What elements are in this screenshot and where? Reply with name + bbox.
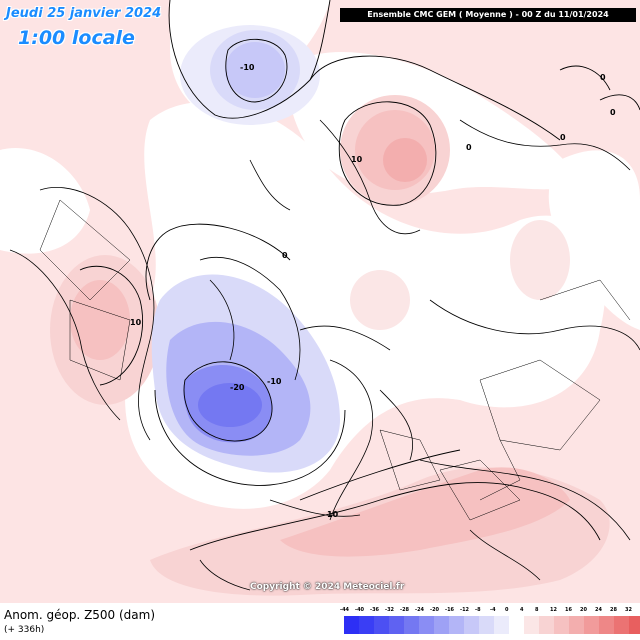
contour-label: -10 — [240, 63, 255, 72]
color-scale-swatch: -40 — [355, 607, 374, 634]
contour-label: -20 — [230, 383, 245, 392]
color-scale-swatch: 8 — [535, 607, 554, 634]
contour-label: 0 — [560, 133, 566, 142]
borders — [39, 199, 631, 521]
color-scale-tick: -20 — [430, 607, 440, 613]
color-scale-swatch: -36 — [370, 607, 389, 634]
contour-label: -10 — [267, 377, 282, 386]
color-scale-swatch: 28 — [610, 607, 629, 634]
contour-label-group: -10 10 0 0 0 -20 -10 10 10 0 0 — [130, 63, 616, 519]
color-scale-tick: -36 — [370, 607, 380, 613]
parameter-label: Anom. géop. Z500 (dam) — [4, 608, 156, 622]
color-scale-tick: -32 — [385, 607, 395, 613]
contour-label: 0 — [282, 251, 288, 260]
color-scale-swatch: -20 — [430, 607, 449, 634]
color-scale-swatch: -28 — [400, 607, 419, 634]
color-scale-swatch: 20 — [580, 607, 599, 634]
contour-label: 0 — [600, 73, 606, 82]
contour-label: 0 — [610, 108, 616, 117]
color-scale-swatch: 32 — [625, 607, 640, 634]
color-scale-tick: 8 — [535, 607, 539, 613]
color-scale-swatch: 24 — [595, 607, 614, 634]
color-scale-tick: 4 — [520, 607, 524, 613]
model-run-banner: Ensemble CMC GEM ( Moyenne ) - 00 Z du 1… — [340, 8, 636, 22]
contour-lines — [79, 0, 640, 551]
color-scale-swatch: -4 — [490, 607, 509, 634]
color-scale-tick: -4 — [490, 607, 496, 613]
color-scale-swatch: -12 — [460, 607, 479, 634]
color-scale: -44 -40 -36 -32 -28 -24 -20 -16 -12 -8 -4 0 4 8 12 16 20… — [340, 607, 640, 634]
color-scale-tick: 24 — [595, 607, 602, 613]
color-scale-tick: 16 — [565, 607, 572, 613]
color-scale-tick: 0 — [505, 607, 509, 613]
copyright-text: Copyright © 2024 Meteociel.fr — [250, 582, 405, 592]
color-scale-tick: 12 — [550, 607, 557, 613]
color-scale-tick: -40 — [355, 607, 365, 613]
color-scale-swatch: -8 — [475, 607, 494, 634]
color-scale-tick: -28 — [400, 607, 410, 613]
color-scale-tick: -24 — [415, 607, 425, 613]
contour-label: 10 — [130, 318, 142, 327]
color-scale-swatch: 0 — [505, 607, 524, 634]
color-scale-swatch: -44 — [340, 607, 359, 634]
color-scale-swatch: 12 — [550, 607, 569, 634]
color-scale-tick: 20 — [580, 607, 587, 613]
color-scale-tick: -16 — [445, 607, 455, 613]
legend-panel: Anom. géop. Z500 (dam) (+ 336h) -44 -40 -3… — [0, 603, 640, 640]
color-scale-swatch: -16 — [445, 607, 464, 634]
color-scale-tick: -44 — [340, 607, 350, 613]
forecast-time: 1:00 locale — [18, 27, 135, 49]
color-scale-swatch: 16 — [565, 607, 584, 634]
color-scale-swatch: -24 — [415, 607, 434, 634]
positive-anomaly-areas — [50, 95, 610, 596]
forecast-date: Jeudi 25 janvier 2024 — [6, 6, 162, 21]
contour-label: 10 — [327, 510, 339, 519]
color-scale-tick: -8 — [475, 607, 481, 613]
color-scale-tick: 32 — [625, 607, 632, 613]
lead-time-label: (+ 336h) — [4, 625, 45, 635]
contour-label: 0 — [466, 143, 472, 152]
contour-label: 10 — [351, 155, 363, 164]
negative-anomaly-areas — [151, 25, 340, 473]
color-scale-swatch: -32 — [385, 607, 404, 634]
color-scale-swatch: 4 — [520, 607, 539, 634]
color-scale-tick: -12 — [460, 607, 470, 613]
color-scale-tick: 28 — [610, 607, 617, 613]
